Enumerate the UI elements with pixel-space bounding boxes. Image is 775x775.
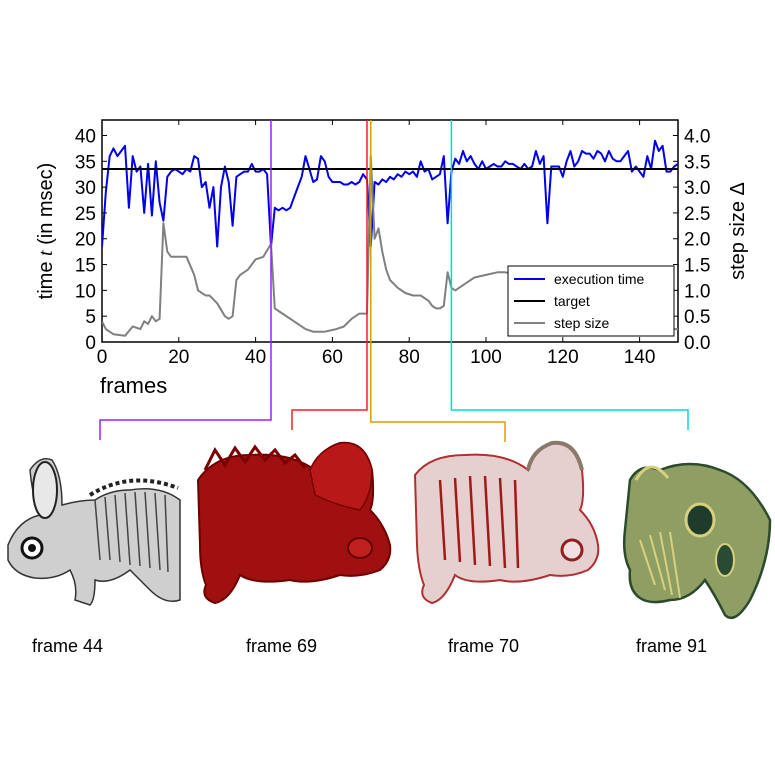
legend-label-execution-time: execution time — [554, 271, 644, 287]
y-tick-label-right: 3.0 — [684, 178, 710, 199]
x-tick-label: 100 — [470, 347, 502, 368]
caption-frame-44: frame 44 — [32, 636, 104, 656]
y-tick-label-right: 3.5 — [684, 152, 710, 173]
legend-label-target: target — [554, 293, 590, 309]
y-tick-label-left: 15 — [75, 256, 96, 277]
chameleon-render-frame-70 — [413, 440, 600, 605]
x-tick-label: 80 — [399, 347, 420, 368]
y-tick-label-left: 40 — [75, 126, 96, 147]
y-tick-label-right: 2.0 — [684, 230, 710, 251]
chameleon-render-frame-44 — [7, 458, 181, 606]
chameleon-render-frame-69 — [196, 441, 392, 605]
caption-frame-91: frame 91 — [636, 636, 708, 656]
frame-marker-44 — [99, 120, 272, 440]
frame-marker-69 — [291, 120, 368, 430]
tick-layer: 0 20 40 60 80 100 120 14005101520253035400.00.5… — [75, 120, 710, 368]
x-tick-label: 120 — [547, 347, 579, 368]
frame-marker-70 — [370, 120, 506, 442]
y-tick-label-right: 2.5 — [684, 204, 710, 225]
x-tick-label: 0 — [97, 347, 108, 368]
caption-frame-69: frame 69 — [246, 636, 318, 656]
y-tick-label-left: 30 — [75, 178, 96, 199]
y-tick-label-left: 10 — [75, 281, 96, 302]
chameleon-render-frame-91 — [622, 462, 772, 620]
legend-label-step-size: step size — [554, 315, 609, 331]
frame-marker-91 — [450, 120, 689, 430]
y-tick-label-right: 1.0 — [684, 281, 710, 302]
y-tick-label-right: 1.5 — [684, 256, 710, 277]
legend: execution time target step size — [507, 265, 675, 337]
y-axis-label-right: step size Δ — [727, 182, 749, 280]
x-tick-label: 140 — [624, 347, 656, 368]
y-tick-label-left: 35 — [75, 152, 96, 173]
series-line-execution-time — [102, 139, 678, 248]
caption-frame-70: frame 70 — [448, 636, 520, 656]
y-tick-label-right: 0.0 — [684, 333, 710, 354]
x-axis-label: frames — [100, 373, 167, 398]
y-axis-label-left: time t (in msec) — [35, 163, 57, 300]
plot-frame — [101, 119, 679, 343]
x-tick-label: 60 — [322, 347, 343, 368]
y-tick-label-right: 4.0 — [684, 126, 710, 147]
y-tick-label-left: 25 — [75, 204, 96, 225]
y-tick-label-left: 5 — [85, 307, 96, 328]
x-tick-label: 20 — [168, 347, 189, 368]
x-tick-label: 40 — [245, 347, 266, 368]
y-tick-label-left: 20 — [75, 230, 96, 251]
marker-layer — [99, 120, 689, 442]
y-tick-label-right: 0.5 — [684, 307, 710, 328]
y-tick-label-left: 0 — [85, 333, 96, 354]
